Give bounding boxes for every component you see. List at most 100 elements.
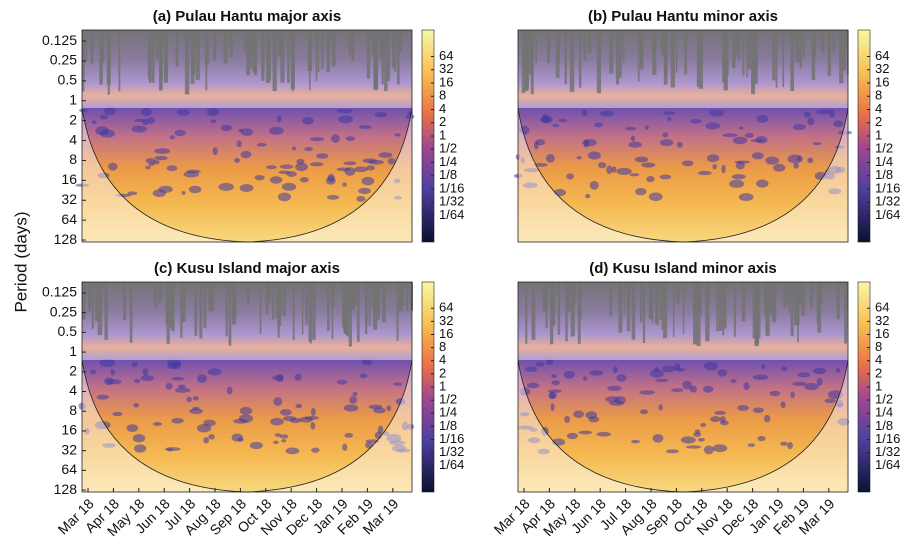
dark-streak — [675, 30, 678, 73]
blue-spot — [336, 108, 353, 114]
blue-spot — [343, 161, 357, 166]
blue-spot — [551, 380, 560, 386]
dark-streak — [184, 30, 190, 95]
y-tick-label: 64 — [61, 211, 77, 227]
blue-spot — [220, 124, 232, 132]
blue-spot — [279, 164, 294, 169]
blue-spot — [148, 162, 155, 166]
blue-spot — [738, 193, 754, 202]
blue-spot — [585, 411, 598, 419]
blue-spot — [807, 157, 814, 164]
blue-spot — [218, 183, 234, 191]
blue-spot — [394, 133, 401, 137]
dark-streak — [567, 282, 571, 313]
blue-spot — [813, 367, 827, 375]
blue-spot — [549, 392, 558, 399]
dark-streak — [818, 282, 821, 310]
dark-streak — [752, 282, 756, 339]
dark-streak — [275, 282, 280, 319]
blue-spot — [270, 417, 284, 426]
blue-spot — [655, 378, 669, 383]
blue-spot — [814, 171, 827, 180]
dark-streak — [682, 282, 685, 334]
blue-spot — [781, 366, 788, 372]
blue-spot — [517, 425, 534, 430]
dark-streak — [326, 30, 331, 73]
blue-spot — [519, 411, 530, 417]
dark-streak — [348, 282, 352, 347]
blue-spot — [345, 136, 356, 142]
blue-spot — [659, 139, 674, 147]
plot-frame — [517, 281, 849, 493]
colorbar-tick-label: 1/32 — [875, 444, 900, 459]
dark-streak — [631, 282, 636, 340]
blue-spot — [172, 361, 181, 370]
blue-spot — [524, 366, 538, 372]
dark-streak — [722, 30, 725, 83]
y-tick-label: 1 — [69, 343, 77, 359]
blue-spot — [240, 128, 254, 136]
blue-spot — [304, 146, 313, 152]
blue-spot — [342, 182, 347, 187]
dark-streak — [223, 30, 228, 64]
blue-spot — [712, 163, 717, 170]
blue-spot — [761, 364, 766, 370]
colorbar-tick-label: 8 — [875, 339, 882, 354]
blue-spot — [358, 125, 372, 130]
blue-spot — [697, 437, 705, 442]
blue-spot — [212, 147, 218, 156]
colorbar-tick-label: 1 — [439, 378, 446, 393]
blue-spot — [276, 115, 282, 123]
dark-streak — [151, 30, 155, 83]
y-tick-label: 0.25 — [50, 52, 77, 68]
dark-streak — [557, 30, 561, 60]
dark-streak — [305, 282, 308, 325]
dark-streak — [671, 30, 674, 51]
blue-spot — [393, 178, 401, 184]
dark-streak — [596, 30, 602, 94]
dark-streak — [623, 282, 626, 316]
blue-spot — [703, 445, 714, 455]
blue-spot — [552, 123, 560, 128]
blue-spot — [393, 196, 403, 200]
blue-spot — [757, 436, 766, 442]
blue-spot — [295, 403, 303, 409]
colorbar-tick-label: 2 — [439, 365, 446, 380]
blue-spot — [650, 369, 664, 378]
blue-spot — [273, 440, 279, 445]
dark-streak — [618, 30, 622, 78]
dark-streak — [194, 282, 198, 336]
dark-streak — [312, 282, 316, 340]
blue-spot — [343, 404, 359, 412]
dark-streak — [246, 30, 250, 76]
blue-spot — [717, 368, 728, 377]
dark-streak — [836, 282, 840, 320]
dark-streak — [331, 282, 334, 339]
dark-streak — [280, 30, 285, 83]
blue-spot — [233, 418, 248, 424]
dark-streak — [409, 282, 413, 311]
dark-streak — [810, 282, 813, 309]
blue-spot — [519, 387, 531, 396]
dark-streak — [191, 30, 195, 68]
blue-spot — [752, 374, 769, 380]
colorbar-tick-label: 1 — [875, 378, 882, 393]
blue-spot — [78, 108, 88, 113]
blue-spot — [126, 424, 139, 432]
blue-spot — [189, 408, 203, 415]
blue-spot — [145, 165, 151, 170]
colorbar-tick-label: 1/16 — [439, 431, 464, 446]
dark-streak — [794, 282, 797, 326]
blue-spot — [146, 117, 155, 125]
dark-streak — [406, 282, 409, 312]
blue-spot — [392, 382, 403, 386]
dark-streak — [352, 282, 357, 307]
dark-streak — [368, 282, 371, 326]
blue-spot — [681, 160, 694, 167]
dark-streak — [732, 30, 736, 69]
dark-streak — [180, 282, 183, 338]
dark-streak — [259, 282, 262, 334]
blue-spot — [803, 111, 811, 118]
blue-spot — [401, 421, 409, 431]
